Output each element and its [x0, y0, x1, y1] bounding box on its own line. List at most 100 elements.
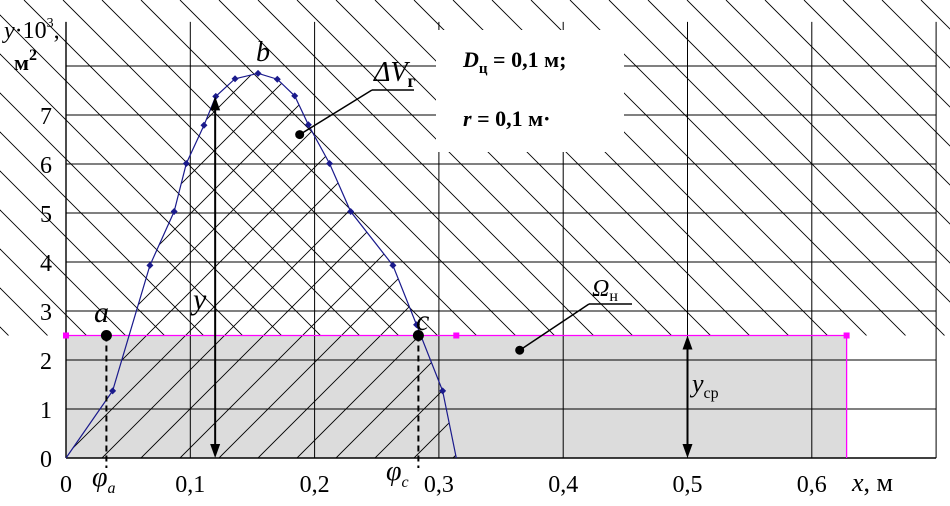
- mean-line: [63, 332, 850, 458]
- hatch-line-back: [686, 0, 950, 336]
- dv-annotation: ΔVг: [295, 57, 416, 140]
- mean-line-marker: [63, 332, 69, 339]
- x-axis-unit: , м: [864, 468, 893, 497]
- omega-annotation: Ωн: [515, 276, 632, 355]
- point-a-marker: [100, 330, 112, 341]
- y-tick-label: 4: [40, 251, 52, 277]
- curve-point: [146, 261, 154, 269]
- y-tick-label: 0: [40, 447, 52, 473]
- hatch-line-back: [0, 0, 447, 336]
- y-axis-symbol: y: [2, 18, 15, 44]
- y-tick-label: 6: [40, 153, 52, 179]
- param-r-rest: = 0,1 м·: [472, 106, 551, 131]
- curve-point: [304, 121, 312, 129]
- params-box: Dц = 0,1 м; r = 0,1 м·: [436, 30, 624, 152]
- hatch-line-forward: [335, 73, 457, 458]
- x-tick-label: 0,6: [797, 472, 827, 498]
- omega-rect: [66, 335, 847, 458]
- curve-point: [413, 321, 421, 329]
- param-d-rest: = 0,1 м;: [488, 47, 567, 72]
- y-tick-label: 5: [40, 202, 52, 228]
- point-b-label: b: [256, 37, 270, 68]
- curve-point: [273, 75, 281, 83]
- hatch-line-back: [0, 0, 57, 336]
- phi-c-label: φc: [386, 456, 409, 491]
- hatch-line-back: [842, 0, 950, 336]
- hatch-line-back: [0, 0, 252, 336]
- curve-point: [439, 387, 447, 395]
- dv-leader: [299, 89, 373, 136]
- hatch-line-back: [0, 0, 369, 336]
- x-axis-label: x, м: [851, 468, 893, 497]
- param-r: r = 0,1 м·: [463, 106, 550, 131]
- hatch-line-back: [725, 0, 950, 336]
- y-axis-unit-exp: 2: [29, 47, 37, 64]
- curve-point: [231, 75, 239, 83]
- y-axis-base: 10: [23, 18, 47, 44]
- marks: [100, 96, 693, 468]
- hatch-line-forward: [66, 73, 447, 458]
- hatch-line-back: [569, 0, 950, 336]
- x-tick-label: 0: [60, 472, 72, 498]
- hatch-line-back: [0, 0, 18, 336]
- curve-point: [170, 208, 178, 216]
- y-tick-label: 3: [40, 300, 52, 326]
- curve: [65, 69, 457, 459]
- curve-line: [65, 72, 457, 459]
- hatch-line-back: [62, 0, 564, 336]
- curve-point: [326, 160, 334, 168]
- y-tick-label: 7: [40, 104, 52, 130]
- hatch-line-back: [257, 0, 759, 336]
- curve-point: [109, 387, 117, 395]
- point-c-label: c: [416, 304, 429, 337]
- y-arrow-head-top: [210, 96, 221, 111]
- omega-symbol: Ω: [592, 276, 609, 302]
- point-a-label: a: [94, 296, 109, 329]
- dv-symbol: ΔV: [373, 57, 410, 88]
- dv-label: ΔVг: [373, 57, 416, 91]
- phi-c-sub: c: [402, 474, 409, 491]
- phi-c-symbol: φ: [386, 456, 402, 487]
- hatch-line-back: [0, 0, 330, 336]
- ycp-arrow-head-top: [682, 335, 693, 350]
- phi-a-symbol: φ: [92, 462, 108, 493]
- curve-point: [182, 160, 190, 168]
- omega-leader: [519, 303, 590, 351]
- hatch-line-back: [920, 0, 950, 336]
- x-tick-label: 0,1: [175, 472, 205, 498]
- y-axis-exp: 3: [47, 16, 54, 31]
- y-tick-label: 2: [40, 349, 52, 375]
- y-axis-unit-text: м: [14, 50, 29, 75]
- x-tick-label: 0,4: [548, 472, 578, 498]
- hatch-line-forward: [921, 0, 950, 458]
- omega-dot: [515, 345, 525, 355]
- dv-dot: [295, 130, 305, 140]
- tick-labels: 0 1 2 3 4 5 6 7 0 0,1 0,2 0,3 0,4 0,5 0,6: [40, 104, 827, 498]
- hatch-line-back: [881, 0, 950, 336]
- hatch-line-back: [101, 0, 603, 336]
- mean-line-marker: [843, 332, 850, 339]
- curve-point: [347, 208, 355, 216]
- curve-point: [212, 92, 220, 100]
- x-tick-label: 0,3: [424, 472, 454, 498]
- param-r-symbol: r: [463, 106, 472, 131]
- param-d: Dц = 0,1 м;: [462, 47, 566, 77]
- point-c-marker: [412, 330, 424, 341]
- hatch-line-back: [140, 0, 642, 336]
- param-d-symbol: D: [462, 47, 479, 72]
- curve-point: [254, 69, 262, 77]
- mean-line-marker: [453, 332, 460, 339]
- hatch-line-forward: [843, 0, 950, 458]
- hatch-line-forward: [257, 73, 457, 458]
- param-d-sub: ц: [479, 61, 488, 77]
- hatch-line-back: [647, 0, 950, 336]
- hatch-line-back: [764, 0, 950, 336]
- dv-sub: г: [408, 71, 416, 91]
- omega-sub: н: [609, 288, 618, 305]
- hatch-line-back: [0, 0, 486, 336]
- params-bg: [436, 30, 624, 152]
- x-tick-label: 0,2: [300, 472, 330, 498]
- ycp-arrow-head-bottom: [682, 444, 693, 458]
- hatch-line-back: [296, 0, 798, 336]
